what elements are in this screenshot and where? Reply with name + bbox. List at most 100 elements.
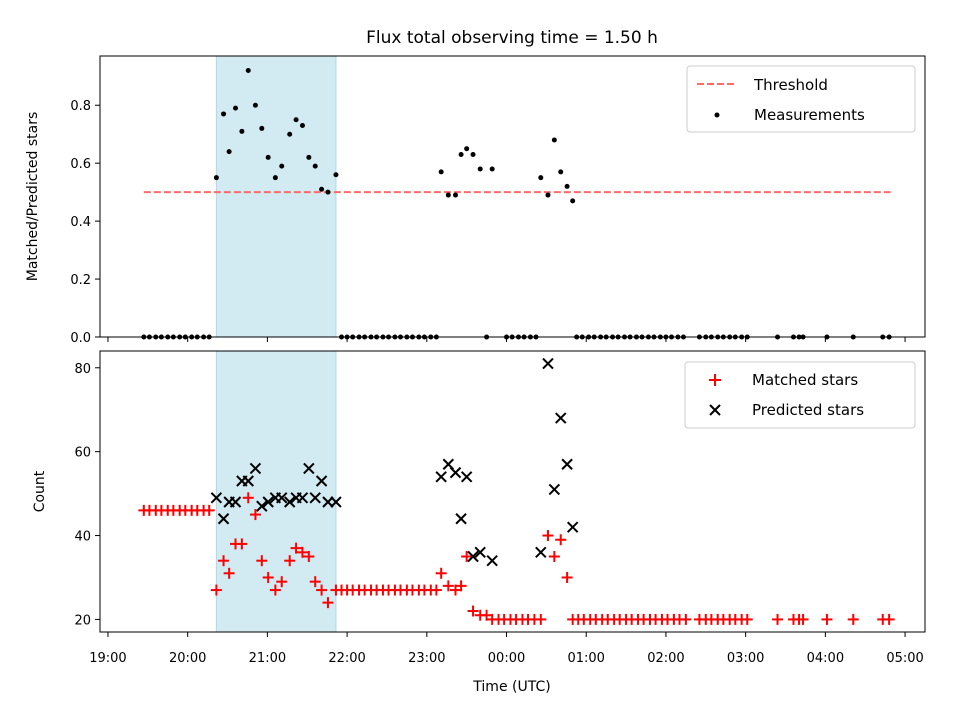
- legend-bottom-box: [684, 361, 916, 429]
- measurement-point: [239, 128, 245, 134]
- matched-star-point: [236, 538, 248, 550]
- x-tick-label: 05:00: [886, 651, 923, 666]
- predicted-star-point: [455, 513, 467, 525]
- predicted-star-point: [467, 550, 479, 563]
- matched-star-point: [203, 504, 215, 516]
- matched-star-point: [467, 605, 479, 617]
- legend-matched-swatch: [709, 374, 721, 386]
- matched-star-point: [542, 530, 554, 542]
- measurement-point: [319, 186, 325, 192]
- matched-star-point: [455, 580, 467, 592]
- measurement-point: [558, 169, 564, 175]
- matched-star-point: [316, 584, 328, 596]
- y-tick-label: 0.0: [70, 331, 91, 346]
- predicted-star-point: [249, 462, 262, 475]
- measurement-point: [551, 137, 557, 143]
- predicted-star-point: [303, 462, 315, 475]
- measurement-point: [226, 149, 232, 155]
- measurement-point: [259, 125, 265, 131]
- matched-star-point: [847, 613, 859, 625]
- legend-top-box: [686, 65, 916, 133]
- y-tick-label: 0.6: [70, 157, 91, 172]
- measurement-point: [445, 192, 451, 198]
- measurement-point: [464, 146, 470, 152]
- matched-star-point: [262, 571, 274, 583]
- matched-star-point: [435, 567, 447, 579]
- matched-star-point: [218, 555, 230, 567]
- measurement-point: [470, 151, 476, 157]
- highlight-span-top: [215, 55, 337, 338]
- matched-star-point: [309, 576, 321, 588]
- predicted-star-point: [256, 500, 268, 512]
- y-tick-label: 0.8: [70, 99, 91, 114]
- matched-star-point: [821, 613, 833, 625]
- measurement-point: [213, 175, 219, 181]
- matched-star-point: [210, 584, 222, 596]
- x-axis-label: Time (UTC): [472, 679, 550, 695]
- legend-predicted-label: Predicted stars: [752, 401, 864, 419]
- matched-star-point: [481, 609, 493, 621]
- legend-matched-label: Matched stars: [752, 371, 858, 389]
- predicted-star-point: [210, 492, 223, 504]
- matched-star-point: [442, 580, 454, 592]
- predicted-star-point: [315, 475, 328, 487]
- predicted-star-point: [548, 483, 561, 496]
- predicted-star-point: [486, 554, 498, 567]
- predicted-star-point: [242, 475, 254, 487]
- chart-title: Flux total observing time = 1.50 h: [366, 28, 658, 48]
- ratio-panel: 0.00.20.40.60.8 Matched/Predicted stars …: [25, 55, 926, 346]
- x-tick-label: 04:00: [807, 651, 844, 666]
- predicted-star-point: [296, 492, 309, 504]
- predicted-star-point: [284, 496, 296, 508]
- matched-star-point: [548, 551, 560, 563]
- measurement-point: [279, 163, 285, 169]
- count-panel-frame: [99, 350, 926, 633]
- matched-star-point: [223, 567, 235, 579]
- measurement-point: [299, 123, 305, 129]
- matched-star-point: [256, 555, 268, 567]
- predicted-star-point: [330, 496, 342, 508]
- y-axis-label-ratio: Matched/Predicted stars: [25, 112, 41, 282]
- x-tick-label: 03:00: [727, 651, 764, 666]
- predicted-star-point: [535, 546, 547, 559]
- measurement-point: [233, 105, 239, 111]
- measurement-point: [545, 192, 551, 198]
- x-tick-label: 00:00: [488, 651, 525, 666]
- matched-star-point: [269, 584, 281, 596]
- predicted-star-point: [309, 492, 321, 504]
- matched-star-point: [242, 492, 254, 504]
- legend-measurements-swatch: [714, 112, 720, 118]
- legend-measurements-label: Measurements: [754, 106, 865, 124]
- measurement-point: [325, 189, 331, 195]
- y-tick-label: 40: [74, 530, 91, 545]
- matched-star-point: [680, 613, 692, 625]
- measurement-point: [293, 117, 299, 123]
- matched-star-point: [797, 613, 809, 625]
- measurement-point: [570, 198, 576, 204]
- predicted-star-point: [435, 471, 447, 483]
- matched-star-point: [303, 551, 315, 563]
- measurement-point: [477, 166, 483, 172]
- matched-star-point: [555, 534, 567, 546]
- predicted-star-point: [449, 466, 462, 479]
- predicted-star-point: [229, 496, 242, 508]
- x-tick-label: 23:00: [408, 651, 445, 666]
- predicted-star-point: [566, 521, 579, 533]
- predicted-star-point: [555, 412, 567, 424]
- measurement-point: [245, 67, 251, 73]
- matched-star-point: [883, 613, 895, 625]
- y-tick-label: 0.2: [70, 273, 91, 288]
- matched-star-point: [296, 546, 308, 558]
- x-tick-label: 02:00: [647, 651, 684, 666]
- measurement-point: [564, 183, 570, 189]
- y-tick-label: 80: [74, 362, 91, 377]
- measurement-point: [265, 154, 271, 160]
- ratio-panel-frame: [99, 55, 926, 338]
- x-tick-label: 22:00: [328, 651, 365, 666]
- matched-star-point: [284, 555, 296, 567]
- predicted-star-point: [460, 471, 473, 483]
- predicted-star-point: [474, 546, 486, 559]
- matched-star-point: [450, 584, 462, 596]
- matched-star-point: [322, 597, 334, 609]
